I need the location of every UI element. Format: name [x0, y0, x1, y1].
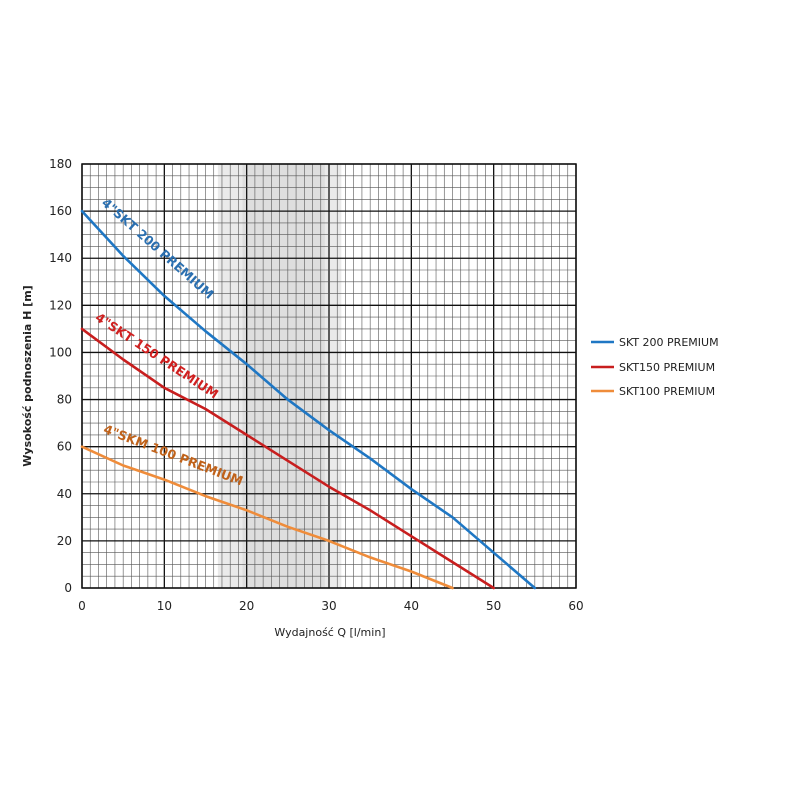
y-tick-label: 140 — [49, 251, 72, 265]
grid-layer — [81, 163, 577, 589]
y-axis-title: Wysokość podnoszenia H [m] — [21, 285, 34, 466]
y-tick-label: 100 — [49, 345, 72, 359]
y-tick-label: 60 — [57, 440, 72, 454]
series-line-2 — [80, 327, 496, 590]
legend-label-2: SKT150 PREMIUM — [619, 361, 715, 374]
series-line-1 — [80, 209, 537, 590]
x-tick-label: 40 — [404, 599, 419, 613]
x-axis-title: Wydajność Q [l/min] — [274, 626, 385, 639]
tick-label-layer: 0 10 20 30 40 50 60 0 20 40 60 80 100 120 140 160 180 — [49, 157, 584, 613]
x-tick-label: 10 — [157, 599, 172, 613]
series-line-3 — [80, 445, 454, 590]
y-tick-label: 180 — [49, 157, 72, 171]
plot-frame — [81, 163, 577, 589]
legend-label-3: SKT100 PREMIUM — [619, 385, 715, 398]
x-tick-label: 0 — [78, 599, 86, 613]
y-tick-label: 0 — [64, 581, 72, 595]
y-tick-label: 20 — [57, 534, 72, 548]
legend-label-1: SKT 200 PREMIUM — [619, 336, 719, 349]
x-tick-label: 20 — [239, 599, 254, 613]
y-tick-label: 160 — [49, 204, 72, 218]
y-tick-label: 80 — [57, 393, 72, 407]
x-tick-label: 50 — [486, 599, 501, 613]
y-tick-label: 40 — [57, 487, 72, 501]
y-tick-label: 120 — [49, 298, 72, 312]
series-layer — [80, 209, 537, 590]
x-tick-label: 30 — [321, 599, 336, 613]
x-tick-label: 60 — [568, 599, 583, 613]
legend: SKT 200 PREMIUM SKT150 PREMIUM SKT100 PREM… — [591, 336, 719, 398]
